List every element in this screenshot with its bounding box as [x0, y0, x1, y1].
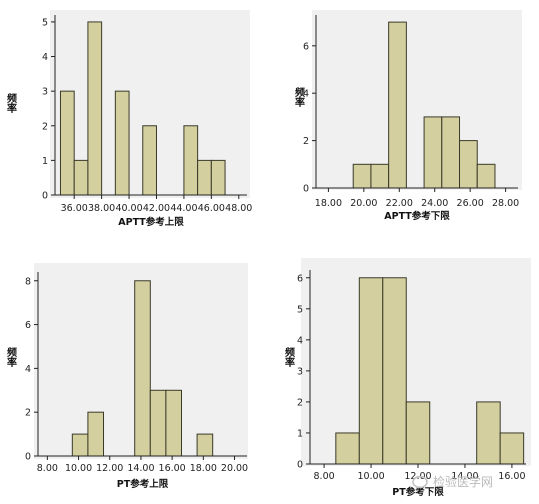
y-tick-label: 6: [303, 41, 309, 52]
x-axis-title: APTT参考下限: [384, 210, 450, 222]
x-tick-label: 16.00: [159, 463, 186, 474]
histogram-bar: [382, 277, 407, 465]
x-tick-label: 16.00: [498, 471, 525, 482]
histogram-bar: [73, 159, 89, 196]
y-tick-label: 6: [297, 273, 303, 284]
histogram-bar: [71, 433, 89, 457]
histogram-bar: [197, 159, 212, 196]
histogram-bar: [210, 159, 226, 196]
histogram-bar: [134, 280, 151, 457]
histogram-bar: [388, 21, 407, 189]
chat-bubble-logo-icon: [412, 475, 428, 489]
histogram-bar: [142, 125, 157, 196]
y-tick-label: 6: [25, 320, 31, 331]
x-tick-label: 20.00: [350, 198, 377, 209]
x-tick-label: 10.00: [65, 463, 92, 474]
plot-background: [312, 10, 522, 190]
y-tick-label: 4: [303, 89, 309, 100]
histogram-bar: [476, 401, 501, 465]
histogram-bar: [87, 411, 105, 457]
x-tick-label: 14.00: [451, 471, 478, 482]
x-tick-label: 14.00: [127, 463, 154, 474]
x-axis-title: PT参考上限: [117, 478, 169, 490]
x-tick-label: 8.00: [314, 471, 335, 482]
watermark: 检验医学网: [412, 474, 493, 489]
histogram-bar: [59, 90, 75, 196]
histogram-bar: [149, 389, 167, 457]
histogram-aptt-lower: 0 2 4 6 18.00 20.00 22.00 24.00 26.00 28.00 APTT参考…: [293, 10, 522, 222]
x-tick-label: 18.00: [190, 463, 217, 474]
histogram-bar: [114, 90, 130, 196]
y-tick-label: 2: [297, 397, 303, 408]
x-tick-label: 28.00: [492, 198, 519, 209]
y-tick-label: 0: [25, 452, 31, 463]
histogram-bar: [196, 433, 214, 457]
x-tick-label: 22.00: [386, 198, 413, 209]
y-tick-label: 1: [42, 156, 48, 167]
y-tick-label: 2: [25, 408, 31, 419]
y-tick-label: 4: [25, 364, 31, 375]
histogram-pt-upper: 0 2 4 6 8 8.00 10.00 12.00 14.00 16.00 18.00 20.00 P…: [5, 263, 248, 490]
x-tick-label: 38.00: [88, 203, 115, 214]
y-axis-title: 频率: [5, 92, 17, 114]
y-tick-label: 5: [297, 304, 303, 315]
y-tick-label: 0: [303, 184, 309, 195]
y-axis-title: 频率: [283, 346, 295, 368]
x-tick-label: 8.00: [37, 463, 58, 474]
x-tick-label: 36.00: [61, 203, 88, 214]
watermark-text: 检验医学网: [433, 474, 493, 489]
x-tick-label: 26.00: [457, 198, 484, 209]
x-tick-label: 48.00: [225, 203, 252, 214]
histogram-aptt-upper: 0 1 2 3 4 5 36.00 38.00 40.00 42.00 44.00 46.00 48.0…: [5, 10, 252, 228]
x-tick-label: 10.00: [357, 471, 384, 482]
y-axis-title: 频率: [293, 86, 305, 108]
y-tick-label: 1: [297, 428, 303, 439]
y-tick-label: 2: [42, 121, 48, 132]
histogram-bar: [183, 125, 199, 196]
histogram-bar: [87, 21, 103, 196]
x-tick-label: 40.00: [115, 203, 142, 214]
x-tick-label: 24.00: [421, 198, 448, 209]
histogram-bar: [459, 140, 478, 189]
y-tick-label: 5: [42, 17, 48, 28]
y-axis-title: 频率: [5, 346, 17, 368]
y-tick-label: 0: [42, 191, 48, 202]
y-tick-label: 4: [297, 335, 303, 346]
histogram-bar: [335, 432, 360, 465]
y-tick-label: 0: [297, 460, 303, 471]
histogram-bar: [370, 163, 390, 189]
y-tick-label: 3: [297, 366, 303, 377]
x-tick-label: 46.00: [198, 203, 225, 214]
histogram-bar: [441, 116, 461, 189]
x-tick-label: 12.00: [96, 463, 123, 474]
y-tick-label: 4: [42, 52, 48, 63]
histogram-bar: [165, 389, 182, 457]
histogram-bar: [358, 277, 384, 465]
histogram-bar: [405, 401, 431, 465]
histogram-bar: [499, 432, 525, 465]
histogram-bar: [352, 163, 372, 189]
histogram-bar: [423, 116, 443, 189]
y-tick-label: 3: [42, 87, 48, 98]
x-tick-label: 20.00: [221, 463, 248, 474]
x-axis-title: APTT参考上限: [118, 216, 184, 228]
x-tick-label: 44.00: [170, 203, 197, 214]
y-tick-label: 8: [25, 276, 31, 287]
histogram-bar: [476, 163, 496, 189]
y-tick-label: 2: [303, 136, 309, 147]
x-tick-label: 18.00: [315, 198, 342, 209]
x-axis-title: PT参考下限: [392, 486, 444, 498]
x-tick-label: 42.00: [143, 203, 170, 214]
